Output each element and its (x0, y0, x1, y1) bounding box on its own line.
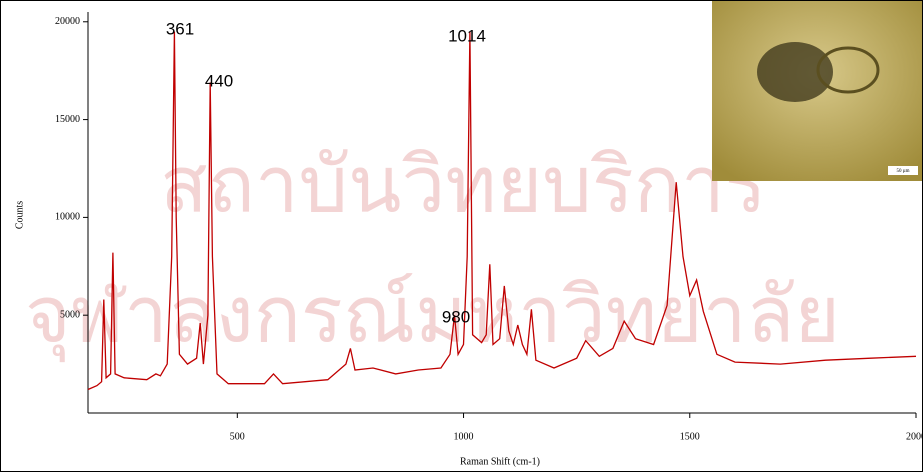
peak-annotation: 980 (442, 307, 470, 326)
peak-annotation: 440 (205, 71, 233, 90)
x-tick-label: 1000 (454, 431, 474, 442)
x-axis-label: Raman Shift (cm-1) (460, 456, 540, 467)
y-tick-label: 10000 (55, 212, 80, 223)
watermark: จุฬาลงกรณ์มหาวิทยาลัย (25, 270, 840, 362)
y-tick-label: 15000 (55, 114, 80, 125)
scale-label: 50 µm (896, 169, 909, 174)
spectrum-line (87, 31, 917, 391)
x-tick-label: 500 (230, 431, 245, 442)
y-tick-label: 5000 (60, 309, 80, 320)
x-tick-label: 1500 (680, 431, 700, 442)
y-tick-label: 20000 (55, 16, 80, 27)
crystal (757, 42, 833, 102)
inset-photo: 50 µm (712, 1, 922, 181)
crystal (816, 46, 880, 94)
x-tick-label: 2000 (906, 431, 923, 442)
scale-bar (888, 166, 918, 175)
watermark: สถาบันวิทยบริการ (160, 140, 767, 230)
peak-annotation: 1014 (448, 26, 486, 45)
peak-annotation: 361 (166, 19, 194, 38)
y-axis-label: Counts (14, 201, 25, 229)
